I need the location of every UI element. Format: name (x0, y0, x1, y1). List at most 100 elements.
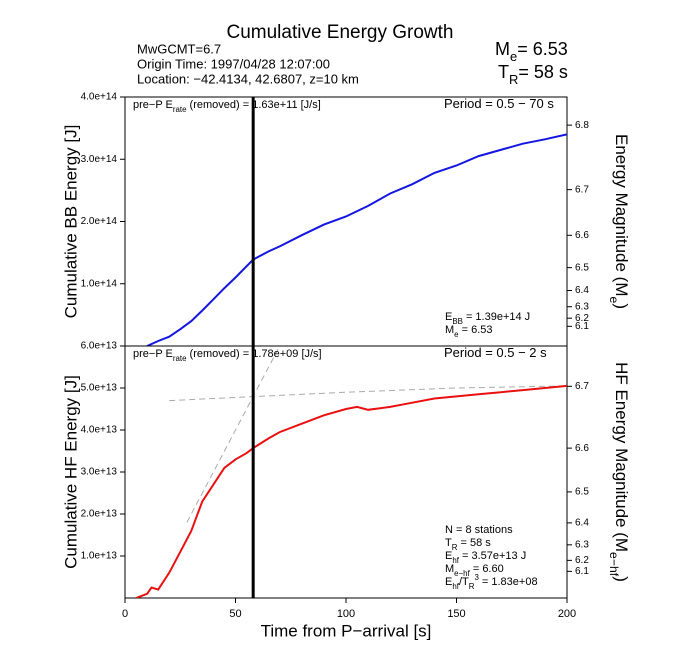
text-part: M (495, 39, 510, 59)
text-part: M (445, 324, 454, 336)
y2-tick-label: 6.8 (575, 120, 589, 131)
text-part: pre−P E (133, 99, 173, 111)
series-line (146, 133, 567, 346)
text-part: rate (173, 354, 187, 363)
text-part: 3 (474, 573, 479, 582)
text-part: T (445, 537, 452, 549)
text-part: Energy Magnitude (M (612, 134, 631, 297)
text-part: rate (173, 105, 187, 114)
text-part: pre−P E (133, 348, 173, 360)
y2-tick-label: 6.6 (575, 230, 589, 241)
y-tick-label: 3.0e+13 (81, 467, 118, 478)
text-part: Period = 0.5 − 2 s (444, 345, 547, 360)
text-part: e (510, 49, 517, 64)
text-part: e−hf (454, 569, 470, 578)
text-part: M (445, 563, 454, 575)
text-part: = 6.53 (517, 39, 568, 59)
y-tick-label: 4.0e+13 (81, 425, 118, 436)
text-part: Period = 0.5 − 70 s (444, 96, 554, 111)
y2-tick-label: 6.5 (575, 262, 589, 273)
y-tick-label: 4.0e+14 (81, 92, 118, 103)
text-part: = 1.83e+08 (479, 576, 538, 588)
annotation: pre−P Erate (removed) = 1.63e+11 [J/s] (133, 99, 321, 114)
y2-tick-label: 6.3 (575, 539, 589, 550)
annotation: EBB = 1.39e+14 J (445, 311, 530, 326)
y2-tick-label: 6.7 (575, 381, 589, 392)
y-tick-label: 2.0e+14 (81, 216, 118, 227)
y2-tick-label: 6.4 (575, 518, 589, 529)
text-part: ) (612, 576, 631, 582)
text-part: HF Energy Magnitude (M (612, 362, 631, 552)
y-tick-label: 5.0e+13 (81, 383, 118, 394)
text-part: = 6.60 (470, 563, 504, 575)
y2-tick-label: 6.1 (575, 566, 589, 577)
annotation: Me−hf = 6.60 (445, 563, 504, 578)
y-tick-label: 2.0e+13 (81, 509, 118, 520)
y2-tick-label: 6.2 (575, 313, 589, 324)
y2-tick-label: 6.2 (575, 555, 589, 566)
text-part: /T (459, 576, 469, 588)
x-tick-label: 200 (558, 608, 576, 620)
text-part: E (445, 576, 452, 588)
y-tick-label: 3.0e+14 (81, 154, 118, 165)
annotation: Period = 0.5 − 70 s (444, 96, 554, 111)
x-tick-label: 100 (337, 608, 355, 620)
text-part: hf (452, 582, 459, 591)
info-line: Location: −42.4134, 42.6807, z=10 km (137, 71, 359, 86)
y-axis-label: Cumulative BB Energy [J] (61, 125, 80, 319)
text-part: = 58 s (518, 62, 568, 82)
guide-line (169, 385, 567, 402)
text-part: T (498, 62, 509, 82)
y2-tick-label: 6.5 (575, 487, 589, 498)
text-part: BB (452, 317, 463, 326)
y-tick-label: 6.0e+13 (81, 341, 118, 352)
annotation: TR = 58 s (445, 537, 491, 552)
annotation: N = 8 stations (445, 524, 513, 536)
text-part: e−hf (607, 552, 621, 577)
text-part: R (469, 582, 475, 591)
text-part: E (445, 311, 452, 323)
text-part: R (452, 543, 458, 552)
y2-tick-label: 6.7 (575, 184, 589, 195)
x-tick-label: 50 (229, 608, 241, 620)
text-part: E (445, 550, 452, 562)
y2-tick-label: 6.4 (575, 285, 589, 296)
series-line (135, 384, 567, 598)
x-axis-label: Time from P−arrival [s] (261, 621, 432, 640)
plot-frame (124, 96, 568, 347)
text-part: R (509, 72, 518, 87)
annotation: Period = 0.5 − 2 s (444, 345, 547, 360)
text-part: N = 8 stations (445, 524, 513, 536)
y2-axis-label: Energy Magnitude (Me) (607, 134, 631, 309)
guide-line (186, 346, 281, 523)
y2-tick-label: 6.6 (575, 443, 589, 454)
text-part: = 6.53 (459, 324, 493, 336)
info-line: MwGCMT=6.7 (137, 41, 221, 56)
y2-tick-label: 6.3 (575, 301, 589, 312)
y2-tick-label: 6.1 (575, 321, 589, 332)
text-part: (removed) = 1.63e+11 [J/s] (186, 99, 320, 111)
summary: TR= 58 s (498, 62, 568, 87)
chart-title: Cumulative Energy Growth (226, 22, 453, 43)
text-part: = 58 s (457, 537, 491, 549)
text-part: (removed) = 1.78e+09 [J/s] (186, 348, 321, 360)
y-tick-label: 1.0e+13 (81, 551, 118, 562)
text-part: = 1.39e+14 J (463, 311, 530, 323)
annotation: pre−P Erate (removed) = 1.78e+09 [J/s] (133, 348, 322, 363)
x-tick-label: 150 (447, 608, 465, 620)
text-part: e (454, 330, 459, 339)
annotation: Ehf/TR3 = 1.83e+08 (445, 573, 538, 591)
text-part: ) (612, 303, 631, 309)
y2-axis-label: HF Energy Magnitude (Me−hf) (607, 362, 631, 582)
text-part: = 3.57e+13 J (459, 550, 526, 562)
y-axis-label: Cumulative HF Energy [J] (61, 375, 80, 569)
info-line: Origin Time: 1997/04/28 12:07:00 (137, 56, 330, 71)
x-tick-label: 0 (122, 608, 128, 620)
summary: Me= 6.53 (495, 39, 568, 64)
annotation: Ehf = 3.57e+13 J (445, 550, 526, 565)
text-part: hf (452, 556, 459, 565)
text-part: e (607, 297, 621, 304)
annotation: Me = 6.53 (445, 324, 493, 339)
